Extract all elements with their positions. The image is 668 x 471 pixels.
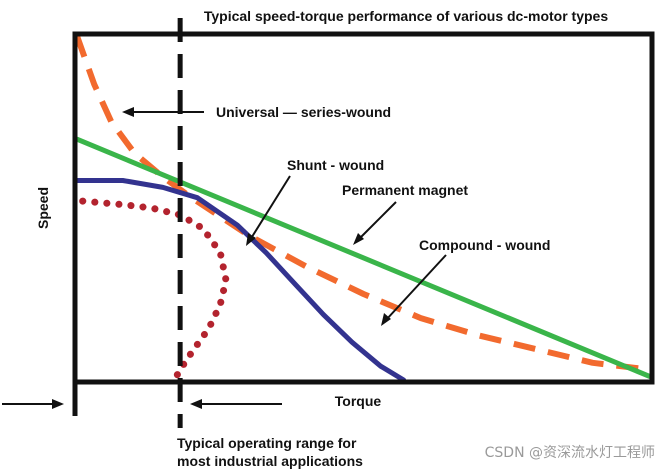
watermark: CSDN @资深流水灯工程师 — [485, 445, 655, 461]
series-line-2 — [74, 136, 653, 380]
plot-frame — [72, 31, 655, 385]
series-layer — [74, 34, 653, 384]
x-axis-label: Torque — [335, 393, 382, 409]
series-label-shunt: Shunt - wound — [287, 157, 384, 173]
series-label-permanent-magnet: Permanent magnet — [342, 182, 468, 198]
annotation-permanent-magnet: Permanent magnet — [342, 182, 468, 245]
annotation-universal: Universal — series-wound — [122, 104, 391, 120]
series-line-3 — [79, 197, 230, 384]
operating-range-right-arrow — [190, 399, 282, 409]
operating-range-text-line2: most industrial applications — [177, 453, 363, 469]
annotation-compound: Compound - wound — [381, 237, 550, 326]
series-label-universal: Universal — series-wound — [216, 104, 391, 120]
series-line-0 — [74, 34, 651, 373]
series-label-compound: Compound - wound — [419, 237, 550, 253]
chart-title: Typical speed-torque performance of vari… — [204, 8, 608, 24]
y-axis-label: Speed — [35, 187, 51, 229]
series-line-1 — [74, 178, 407, 383]
operating-range-text-line1: Typical operating range for — [177, 435, 357, 451]
operating-range-left-arrow — [2, 399, 64, 409]
annotation-shunt: Shunt - wound — [246, 157, 384, 246]
